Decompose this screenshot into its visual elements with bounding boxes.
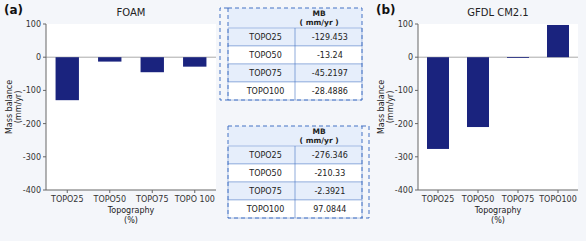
y-tick-label: 0 xyxy=(408,53,413,62)
text-line: Topography xyxy=(107,206,155,215)
x-tick-label: TOPO50 xyxy=(93,195,126,204)
x-label: Topography(%) xyxy=(474,206,522,225)
connector-bracket xyxy=(220,8,228,100)
table-label: TOPO50 xyxy=(248,169,281,178)
plot-area xyxy=(46,24,216,190)
y-label: Mass balance(mm/yr) xyxy=(377,80,395,134)
title: FOAM xyxy=(117,7,146,18)
y-tick-label: 100 xyxy=(398,20,413,29)
bars xyxy=(427,25,569,149)
table: MB( mm/yr ) TOPO25 -276.346 TOPO50 -210.33 TO… xyxy=(228,126,369,218)
table-value: -129.453 xyxy=(312,33,348,42)
table-label: TOPO100 xyxy=(246,87,285,96)
table-value: -210.33 xyxy=(314,169,345,178)
figure: 100 0 -100 -200 -300 -400 TOPO25 TOPO50 TOPO75 TO… xyxy=(0,0,586,241)
text-line: Mass balance xyxy=(377,80,386,134)
bar xyxy=(547,25,569,57)
bars xyxy=(56,57,207,100)
x-tick-label: TOPO 100 xyxy=(174,195,215,204)
y-tick-label: -400 xyxy=(395,186,413,195)
y-tick-label: 0 xyxy=(36,53,41,62)
y-axis-line xyxy=(46,24,47,190)
bar-chart: 100 0 -100 -200 -300 -400 TOPO25 TOPO50 TOPO75 TO… xyxy=(376,3,578,225)
table-value: -13.24 xyxy=(317,51,343,60)
x-tick-label: TOPO75 xyxy=(501,195,534,204)
y-tick-label: -400 xyxy=(23,186,41,195)
table-label: TOPO100 xyxy=(246,205,285,214)
bar xyxy=(427,57,449,149)
text-line: (%) xyxy=(491,216,505,225)
connector-bracket xyxy=(362,126,369,218)
table-value: -2.3921 xyxy=(314,187,345,196)
table-header: MB( mm/yr ) xyxy=(300,127,339,145)
text-line: Mass balance xyxy=(5,80,14,134)
x-tick-label: TOPO50 xyxy=(461,195,494,204)
bar xyxy=(56,57,79,100)
table-value: -28.4886 xyxy=(312,87,348,96)
text-line: ( mm/yr ) xyxy=(300,136,339,145)
x-tick-label: TOPO25 xyxy=(50,195,83,204)
y-tick-label: 100 xyxy=(26,20,41,29)
bar xyxy=(98,57,121,61)
x-tick-label: TOPO100 xyxy=(538,195,577,204)
bar-chart: 100 0 -100 -200 -300 -400 TOPO25 TOPO50 TOPO75 TO… xyxy=(4,3,216,225)
bar xyxy=(467,57,489,127)
text-line: (mm/yr) xyxy=(14,91,23,124)
panel-label: (b) xyxy=(376,3,396,17)
table-label: TOPO50 xyxy=(248,51,281,60)
x-axis-line xyxy=(418,190,578,191)
table-header-bg xyxy=(228,8,362,28)
text-line: (mm/yr) xyxy=(386,91,395,124)
x-tick-label: TOPO75 xyxy=(135,195,168,204)
table-label: TOPO25 xyxy=(248,151,281,160)
table-divider xyxy=(295,28,296,100)
table-divider xyxy=(295,146,296,218)
x-axis-line xyxy=(46,190,216,191)
plot-area xyxy=(418,24,578,190)
bar xyxy=(141,57,164,72)
y-tick-label: -200 xyxy=(395,120,413,129)
y-tick-label: -300 xyxy=(23,153,41,162)
table: MB( mm/yr ) TOPO25 -129.453 TOPO50 -13.24 TOP… xyxy=(220,8,362,100)
text-line: ( mm/yr ) xyxy=(300,18,339,27)
table-header: MB( mm/yr ) xyxy=(300,9,339,27)
table-value: -45.2197 xyxy=(312,69,348,78)
x-tick-label: TOPO25 xyxy=(421,195,454,204)
title: GFDL CM2.1 xyxy=(467,7,528,18)
y-axis-line xyxy=(418,24,419,190)
y-tick-label: -300 xyxy=(395,153,413,162)
table-label: TOPO25 xyxy=(248,33,281,42)
table-value: -276.346 xyxy=(312,151,348,160)
bar xyxy=(183,57,206,66)
x-label: Topography(%) xyxy=(107,206,155,225)
table-value: 97.0844 xyxy=(313,205,346,214)
text-line: (%) xyxy=(124,216,138,225)
bar xyxy=(507,57,529,59)
y-tick-label: -200 xyxy=(23,120,41,129)
table-border xyxy=(228,8,362,100)
table-border xyxy=(228,126,362,218)
table-header-bg xyxy=(228,126,362,146)
panel-label: (a) xyxy=(4,3,23,17)
y-label: Mass balance(mm/yr) xyxy=(5,80,23,134)
table-label: TOPO75 xyxy=(248,69,281,78)
y-tick-label: -100 xyxy=(23,86,41,95)
text-line: Topography xyxy=(474,206,522,215)
y-tick-label: -100 xyxy=(395,86,413,95)
table-label: TOPO75 xyxy=(248,187,281,196)
background xyxy=(0,0,586,241)
